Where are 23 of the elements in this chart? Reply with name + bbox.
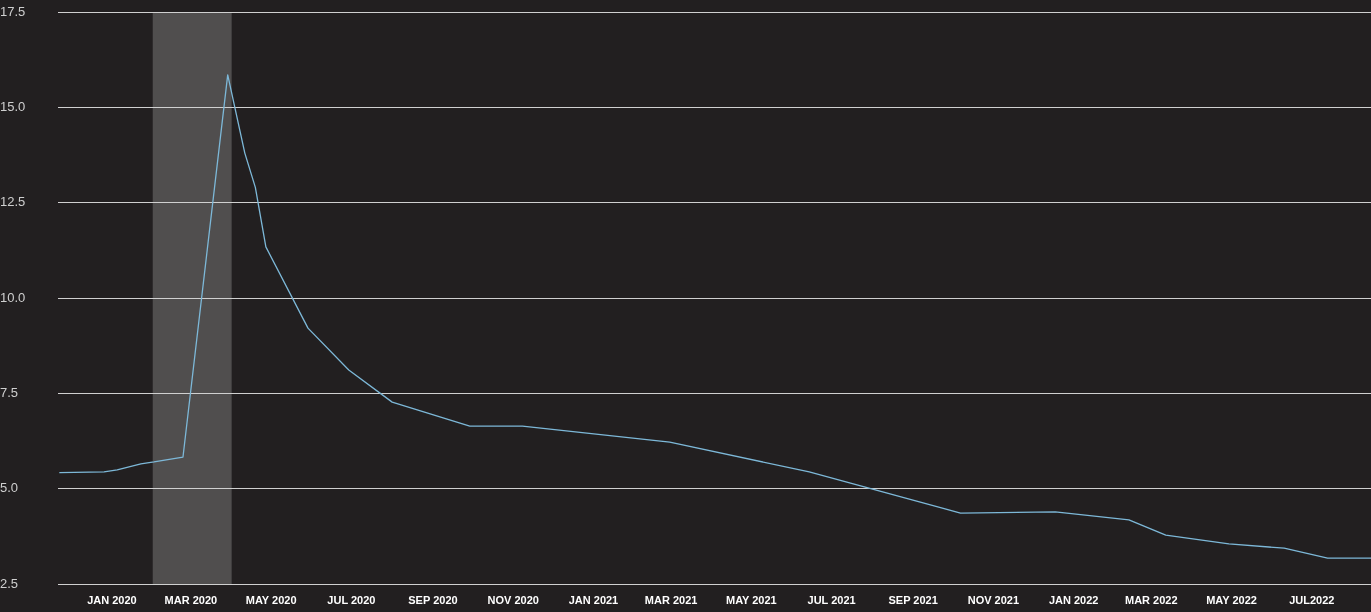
- x-tick-label: MAR 2020: [164, 593, 218, 606]
- x-tick-label: MAY 2020: [245, 593, 297, 606]
- x-tick-label: JUL2022: [1289, 593, 1335, 606]
- y-tick-label: 2.5: [0, 575, 19, 591]
- y-tick-label: 10.0: [0, 289, 26, 305]
- x-tick-label: SEP 2020: [408, 593, 458, 606]
- x-tick-label: JAN 2022: [1048, 593, 1099, 606]
- x-tick-label: SEP 2021: [888, 593, 938, 606]
- y-tick-label: 15.0: [0, 98, 26, 114]
- x-tick-label: JUL 2021: [807, 593, 856, 606]
- x-tick-label: JUL 2020: [327, 593, 376, 606]
- x-tick-label: JAN 2021: [568, 593, 619, 606]
- y-tick-label: 12.5: [0, 194, 26, 210]
- y-tick-label: 7.5: [0, 384, 19, 400]
- x-tick-label: MAR 2022: [1125, 593, 1178, 606]
- x-tick-label: MAY 2021: [725, 593, 777, 606]
- y-tick-label: 5.0: [0, 480, 19, 496]
- y-tick-label: 17.5: [0, 3, 26, 19]
- x-tick-label: MAR 2021: [644, 593, 698, 606]
- x-tick-label: NOV 2020: [487, 593, 539, 606]
- x-tick-label: MAY 2022: [1206, 593, 1257, 606]
- x-tick-label: JAN 2020: [87, 593, 137, 606]
- x-tick-label: NOV 2021: [967, 593, 1020, 606]
